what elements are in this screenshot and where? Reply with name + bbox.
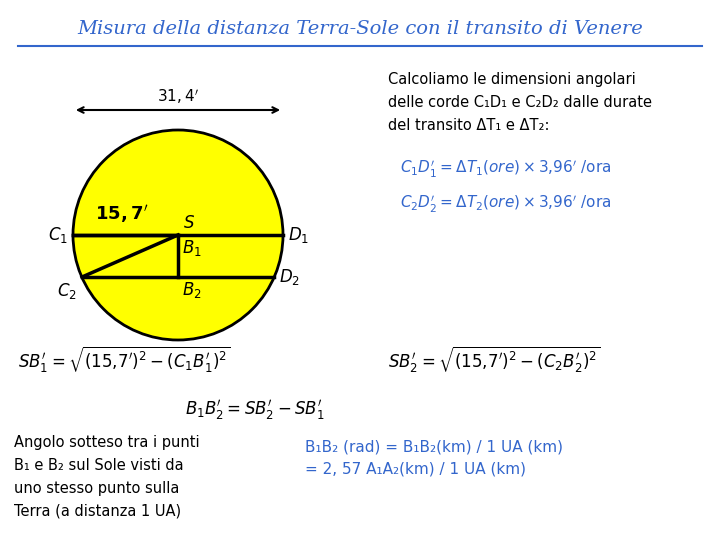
Text: $\mathbf{15, 7'}$: $\mathbf{15, 7'}$	[95, 203, 148, 225]
Text: $D_1$: $D_1$	[288, 225, 309, 245]
Text: Terra (a distanza 1 UA): Terra (a distanza 1 UA)	[14, 504, 181, 519]
Text: = 2, 57 A₁A₂(km) / 1 UA (km): = 2, 57 A₁A₂(km) / 1 UA (km)	[305, 462, 526, 477]
Text: $31, 4'$: $31, 4'$	[157, 87, 199, 106]
Text: $SB_1' = \sqrt{(15{,}7')^2 - (C_1B_1')^2}$: $SB_1' = \sqrt{(15{,}7')^2 - (C_1B_1')^2…	[18, 345, 230, 375]
Text: Calcoliamo le dimensioni angolari: Calcoliamo le dimensioni angolari	[388, 72, 636, 87]
Circle shape	[73, 130, 283, 340]
Text: uno stesso punto sulla: uno stesso punto sulla	[14, 481, 179, 496]
Text: Misura della distanza Terra-Sole con il transito di Venere: Misura della distanza Terra-Sole con il …	[77, 20, 643, 38]
Text: $S$: $S$	[183, 214, 195, 232]
Text: delle corde C₁D₁ e C₂D₂ dalle durate: delle corde C₁D₁ e C₂D₂ dalle durate	[388, 95, 652, 110]
Text: B₁ e B₂ sul Sole visti da: B₁ e B₂ sul Sole visti da	[14, 458, 184, 473]
Text: $B_1$: $B_1$	[182, 238, 202, 258]
Text: del transito ΔT₁ e ΔT₂:: del transito ΔT₁ e ΔT₂:	[388, 118, 549, 133]
Text: $C_1$: $C_1$	[48, 225, 68, 245]
Text: $C_1D_1' = \Delta T_1(ore) \times 3{,}96'$ /ora: $C_1D_1' = \Delta T_1(ore) \times 3{,}96…	[400, 159, 611, 180]
Text: $B_2$: $B_2$	[182, 280, 202, 300]
Text: $C_2$: $C_2$	[57, 281, 77, 301]
Text: Angolo sotteso tra i punti: Angolo sotteso tra i punti	[14, 435, 199, 450]
Text: B₁B₂ (rad) = B₁B₂(km) / 1 UA (km): B₁B₂ (rad) = B₁B₂(km) / 1 UA (km)	[305, 439, 563, 454]
Text: $SB_2' = \sqrt{(15{,}7')^2 - (C_2B_2')^2}$: $SB_2' = \sqrt{(15{,}7')^2 - (C_2B_2')^2…	[388, 345, 600, 375]
Text: $B_1B_2' = SB_2' - SB_1'$: $B_1B_2' = SB_2' - SB_1'$	[185, 398, 325, 422]
Text: $C_2D_2' = \Delta T_2(ore) \times 3{,}96'$ /ora: $C_2D_2' = \Delta T_2(ore) \times 3{,}96…	[400, 194, 611, 215]
Text: $D_2$: $D_2$	[279, 267, 300, 287]
